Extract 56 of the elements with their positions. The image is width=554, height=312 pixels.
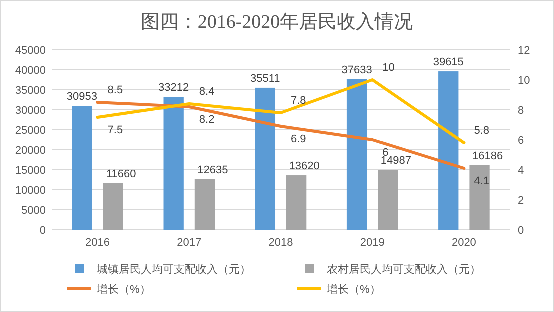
y-tick-label: 5000 [22,205,46,217]
bar [194,179,216,230]
legend-label: 增长（%） [326,283,381,296]
y2-tick-label: 10 [518,75,530,87]
y2-tick-label: 2 [518,195,524,207]
bar [346,79,368,230]
x-tick-label: 2019 [360,237,385,249]
y-tick-label: 0 [40,225,46,237]
y-tick-label: 15000 [15,165,46,177]
y-tick-label: 25000 [15,125,46,137]
y-tick-label: 20000 [15,145,46,157]
data-label: 5.8 [474,125,490,137]
y-tick-label: 45000 [15,45,46,57]
legend-label: 增长（%） [96,283,151,296]
y-tick-label: 35000 [15,85,46,97]
data-label: 35511 [250,72,280,85]
chart-title: 图四：2016-2020年居民收入情况 [140,12,414,33]
data-label: 8.4 [199,86,215,98]
bar [286,176,307,230]
bar [378,170,398,230]
y2-tick-label: 4 [518,165,524,177]
y2-tick-label: 12 [518,45,530,57]
data-label: 8.2 [199,114,215,126]
data-label: 7.8 [291,95,306,107]
bar [72,106,92,230]
legend-label: 城镇居民人均可支配收入（元） [96,263,251,276]
data-label: 8.5 [108,84,124,96]
x-tick-label: 2020 [452,237,476,249]
y-tick-label: 40000 [15,65,46,77]
bar [164,97,184,230]
x-tick-label: 2018 [268,237,294,249]
y2-tick-label: 8 [518,105,524,117]
bar [255,88,276,230]
data-label: 10 [382,62,395,74]
y2-tick-label: 6 [518,135,524,147]
data-label: 37633 [342,64,372,76]
bar [103,183,124,230]
data-label: 16186 [472,150,504,162]
x-tick-label: 2016 [86,237,110,249]
bar [438,72,459,230]
data-label: 33212 [158,82,190,94]
data-label: 39615 [433,56,464,69]
x-tick-label: 2017 [177,237,202,249]
bar [470,165,490,230]
data-label: 7.5 [108,124,124,136]
data-label: 4.1 [474,176,490,188]
y-tick-label: 10000 [15,185,46,197]
data-label: 6.9 [291,134,306,146]
data-label: 13620 [289,160,320,173]
data-label: 14987 [380,155,412,168]
y-tick-label: 30000 [15,105,46,117]
data-label: 11660 [106,168,136,180]
data-label: 30953 [66,91,98,104]
legend-label: 农村居民人均可支配收入（元） [327,263,481,276]
y2-tick-label: 0 [518,225,524,237]
data-label: 12635 [198,164,228,176]
